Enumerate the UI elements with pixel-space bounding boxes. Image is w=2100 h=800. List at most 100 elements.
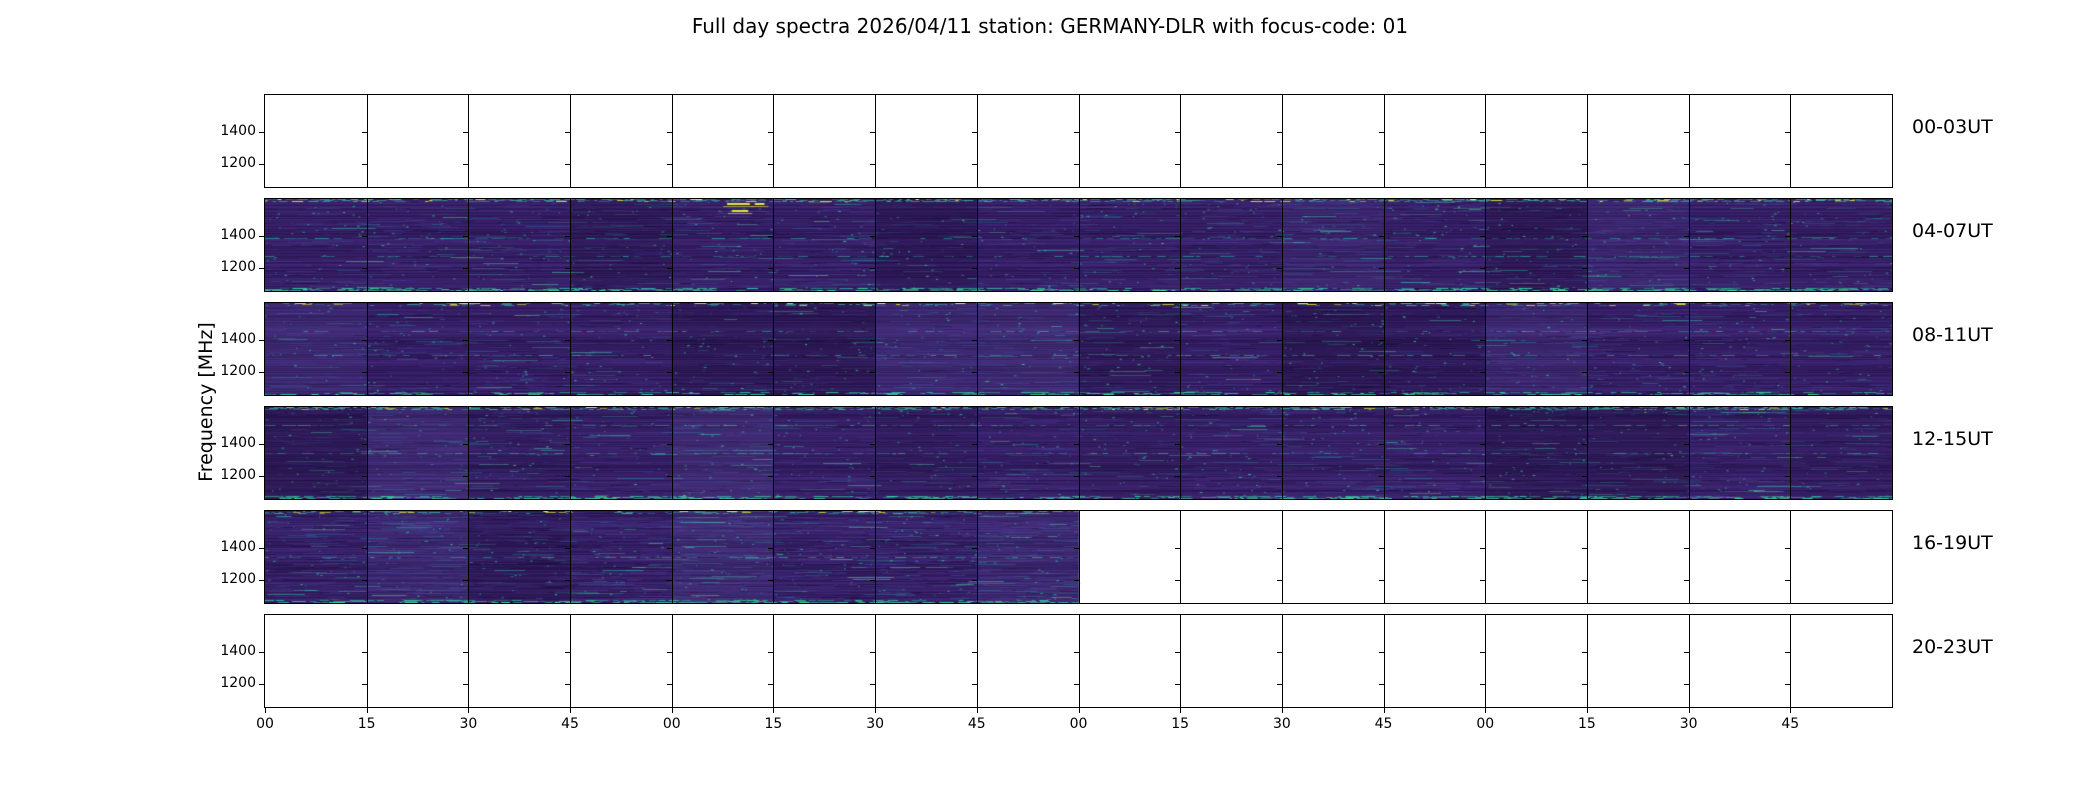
y-axis-tick (259, 340, 264, 341)
segment-divider (671, 95, 673, 187)
y-tick (768, 372, 774, 373)
y-axis-tick (259, 164, 264, 165)
y-tick-label: 1400 (220, 227, 256, 243)
y-tick (1073, 268, 1079, 269)
segment-divider (1485, 511, 1487, 603)
y-tick (1581, 684, 1587, 685)
y-tick (1175, 372, 1181, 373)
y-tick (361, 684, 367, 685)
y-tick (971, 684, 977, 685)
x-axis-tick (1790, 708, 1792, 713)
y-tick (565, 652, 571, 653)
y-tick (361, 372, 367, 373)
segment-divider (1281, 199, 1283, 291)
y-tick (870, 684, 876, 685)
x-axis-tick (976, 708, 978, 713)
y-tick (361, 236, 367, 237)
y-tick (870, 548, 876, 549)
segment-divider (366, 95, 368, 187)
y-tick (1276, 580, 1282, 581)
segment-divider (570, 95, 572, 187)
y-tick (870, 236, 876, 237)
y-axis-tick (259, 684, 264, 685)
y-tick (1378, 164, 1384, 165)
segment-divider (1485, 407, 1487, 499)
y-tick (1683, 548, 1689, 549)
segment-divider (773, 199, 775, 291)
y-tick (1480, 652, 1486, 653)
segment-divider (570, 303, 572, 395)
figure-title: Full day spectra 2026/04/11 station: GER… (691, 14, 1409, 38)
y-tick (1683, 340, 1689, 341)
segment-divider (875, 511, 877, 603)
y-tick (1073, 444, 1079, 445)
y-tick-label: 1400 (220, 123, 256, 139)
y-tick (971, 268, 977, 269)
y-tick-label: 1400 (220, 435, 256, 451)
y-tick (1581, 268, 1587, 269)
segment-divider (1688, 615, 1690, 707)
y-axis-tick (259, 444, 264, 445)
x-tick-label: 00 (1069, 716, 1088, 732)
segment-divider (773, 511, 775, 603)
y-tick (870, 580, 876, 581)
segment-divider (1180, 511, 1182, 603)
y-tick (1073, 132, 1079, 133)
y-tick (361, 164, 367, 165)
y-tick (1785, 268, 1791, 269)
y-tick (1581, 476, 1587, 477)
segment-divider (1485, 199, 1487, 291)
segment-divider (366, 303, 368, 395)
y-axis-tick (259, 372, 264, 373)
y-tick (666, 580, 672, 581)
segment-divider (1688, 511, 1690, 603)
y-tick (1683, 164, 1689, 165)
segment-divider (1281, 615, 1283, 707)
y-tick (1175, 476, 1181, 477)
y-tick (361, 476, 367, 477)
y-tick (1175, 684, 1181, 685)
y-tick (1073, 372, 1079, 373)
y-tick-label: 1200 (220, 571, 256, 587)
x-axis-tick (1688, 708, 1690, 713)
segment-divider (1180, 199, 1182, 291)
segment-divider (671, 303, 673, 395)
segment-divider (1688, 199, 1690, 291)
y-tick-label: 1200 (220, 259, 256, 275)
segment-divider (976, 615, 978, 707)
y-tick (1378, 132, 1384, 133)
segment-divider (976, 303, 978, 395)
y-tick (971, 444, 977, 445)
segment-divider (671, 199, 673, 291)
y-tick (1480, 580, 1486, 581)
y-tick (1378, 548, 1384, 549)
y-tick (1785, 684, 1791, 685)
y-tick (768, 236, 774, 237)
spectra-panel-20-23ut (264, 614, 1893, 708)
y-tick (1581, 548, 1587, 549)
y-tick (463, 164, 469, 165)
y-tick (565, 372, 571, 373)
y-tick (463, 372, 469, 373)
x-axis-tick (366, 708, 368, 713)
y-tick (666, 444, 672, 445)
y-tick (768, 684, 774, 685)
x-axis-tick (1383, 708, 1385, 713)
y-tick (1683, 268, 1689, 269)
y-tick (565, 476, 571, 477)
segment-divider (773, 95, 775, 187)
y-tick (971, 548, 977, 549)
segment-divider (468, 511, 470, 603)
segment-divider (671, 407, 673, 499)
y-tick (1175, 652, 1181, 653)
y-tick (1276, 652, 1282, 653)
segment-divider (1281, 407, 1283, 499)
y-tick (1073, 580, 1079, 581)
y-tick (1073, 340, 1079, 341)
segment-divider (1383, 615, 1385, 707)
y-tick (971, 164, 977, 165)
segment-divider (1078, 199, 1080, 291)
x-tick-label: 45 (561, 716, 579, 732)
row-time-label: 16-19UT (1912, 532, 1993, 554)
